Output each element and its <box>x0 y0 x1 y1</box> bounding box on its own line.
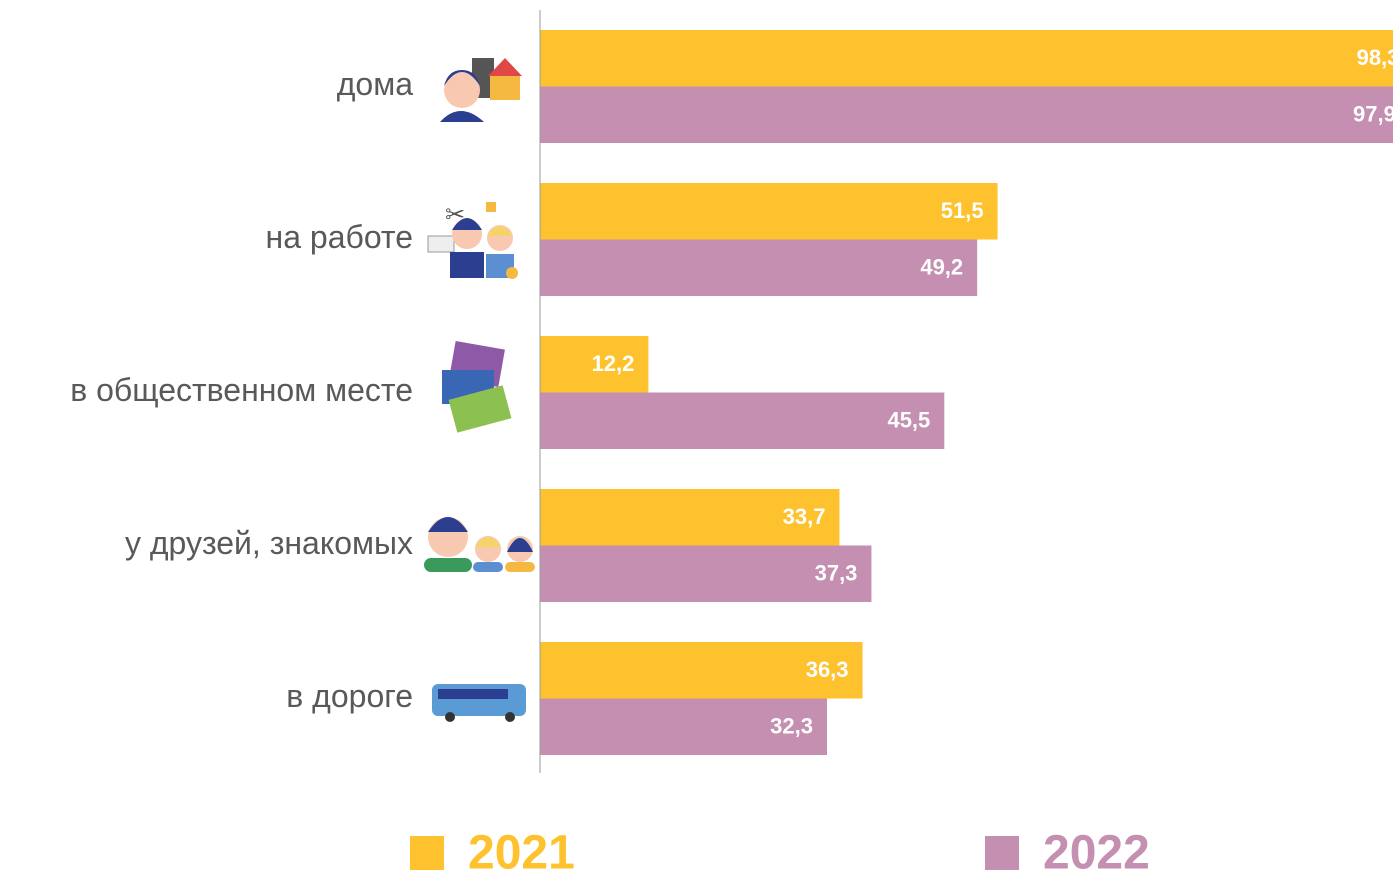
category-label: дома <box>337 66 413 102</box>
value-label: 45,5 <box>887 408 930 433</box>
bar <box>540 698 827 755</box>
category-label: в дороге <box>286 678 413 714</box>
value-label: 49,2 <box>920 255 963 280</box>
value-label: 98,3 <box>1357 45 1393 70</box>
value-label: 36,3 <box>806 657 849 682</box>
category-label: в общественном месте <box>70 372 413 408</box>
legend-swatch <box>985 836 1019 870</box>
value-label: 97,9 <box>1353 102 1393 127</box>
icons: ✂ <box>424 58 535 722</box>
bar <box>540 489 840 546</box>
bar <box>540 86 1393 143</box>
value-label: 51,5 <box>941 198 984 223</box>
value-label: 32,3 <box>770 714 813 739</box>
legend-label: 2021 <box>468 827 575 875</box>
icon-work: ✂ <box>427 201 518 279</box>
value-label: 33,7 <box>783 504 826 529</box>
icon-friends <box>424 517 535 572</box>
value-label: 12,2 <box>592 351 635 376</box>
bar <box>540 30 1393 87</box>
bar <box>540 336 649 393</box>
bar <box>540 239 978 296</box>
value-label: 37,3 <box>815 561 858 586</box>
icon-bus <box>432 684 526 722</box>
icon-tickets <box>442 340 512 433</box>
bar <box>540 183 998 240</box>
legend-swatch <box>410 836 444 870</box>
icon-home <box>440 58 522 122</box>
category-label: у друзей, знакомых <box>125 525 413 561</box>
category-label: на работе <box>266 219 413 255</box>
bar <box>540 392 945 449</box>
legend-label: 2022 <box>1043 827 1150 875</box>
bar <box>540 545 872 602</box>
bar <box>540 642 863 699</box>
